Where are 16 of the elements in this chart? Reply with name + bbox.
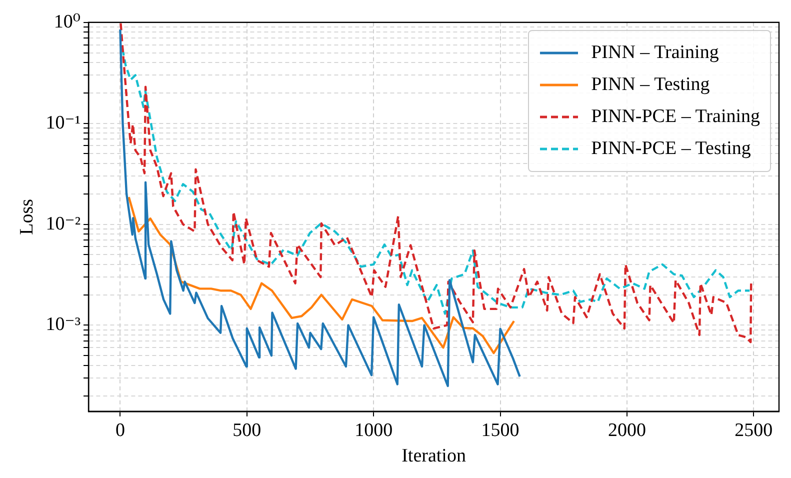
y-tick-label: 10⁻³ [46, 314, 81, 336]
x-axis-title: Iteration [402, 446, 466, 467]
x-tick-label: 0 [115, 420, 125, 441]
x-tick-label: 1500 [481, 420, 520, 441]
y-tick-label: 10⁰ [54, 11, 81, 32]
y-axis-title: Loss [16, 198, 38, 235]
x-tick-label: 500 [232, 420, 262, 441]
y-tick-label: 10⁻² [46, 213, 81, 234]
y-tick-label: 10⁻¹ [46, 112, 81, 134]
legend-label: PINN-PCE – Training [591, 106, 760, 128]
legend-label: PINN – Testing [591, 74, 710, 96]
legend-label: PINN – Training [591, 42, 719, 64]
x-tick-label: 2500 [734, 420, 773, 441]
x-tick-label: 2000 [608, 420, 646, 441]
legend-label: PINN-PCE – Testing [591, 138, 751, 160]
x-tick-label: 1000 [354, 420, 393, 441]
